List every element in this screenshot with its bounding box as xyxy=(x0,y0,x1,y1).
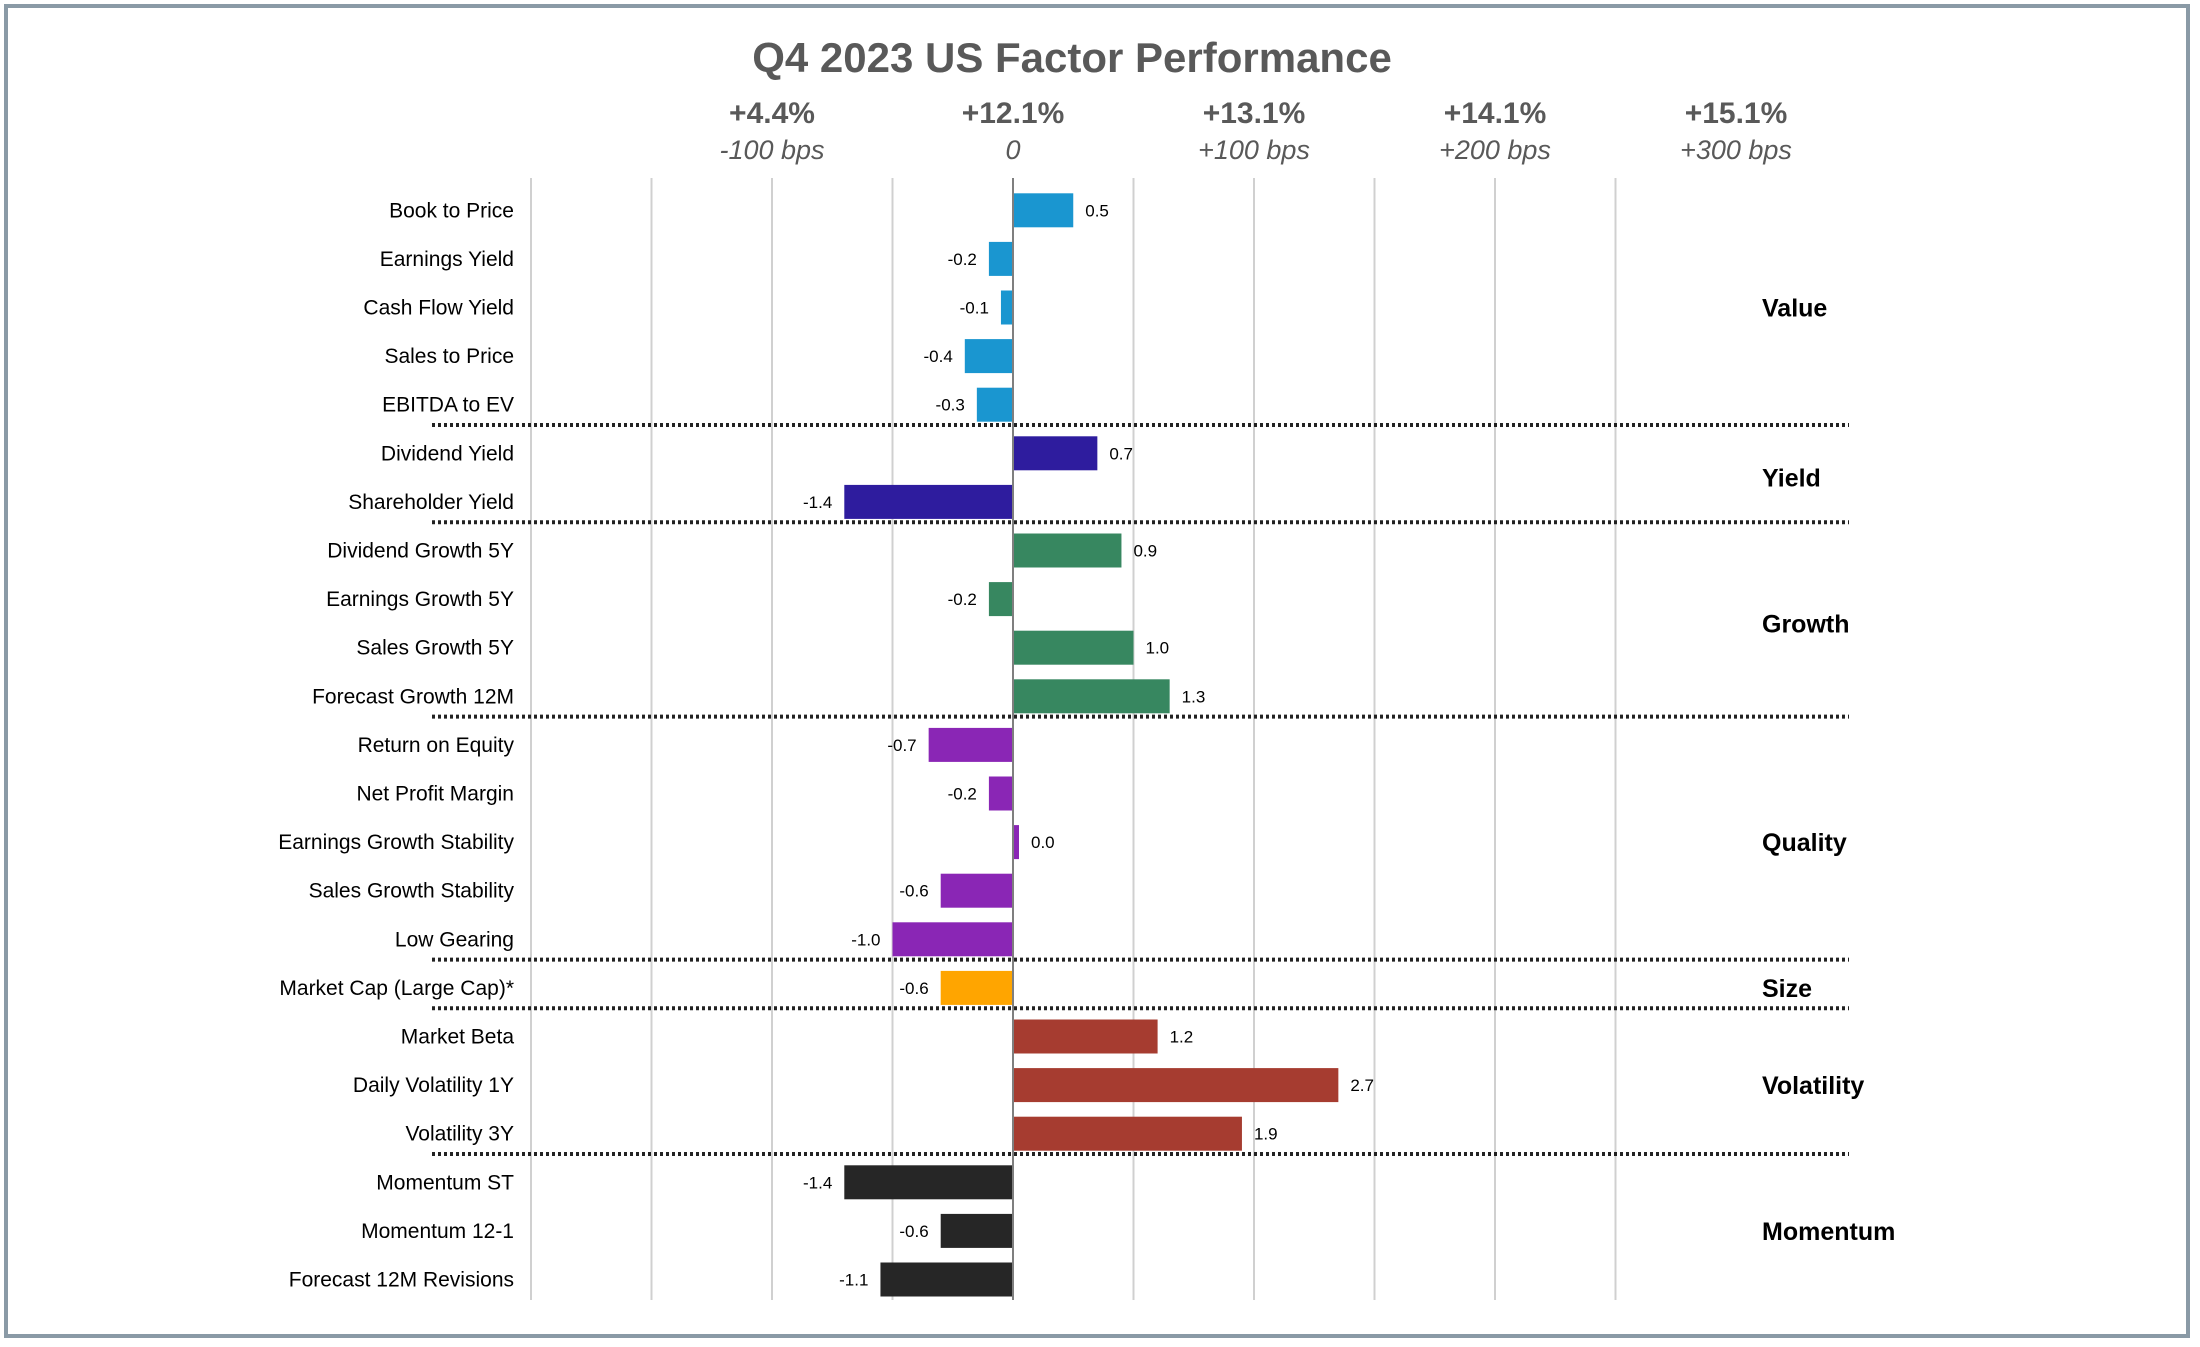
group-label: Size xyxy=(1762,975,1812,1003)
bar xyxy=(988,776,1013,811)
group-label: Volatility xyxy=(1762,1072,1864,1100)
category-label: Net Profit Margin xyxy=(356,783,514,806)
category-label: Daily Volatility 1Y xyxy=(353,1074,514,1097)
bar xyxy=(940,1213,1013,1248)
category-label: Earnings Yield xyxy=(380,248,514,271)
data-label: -0.6 xyxy=(899,1222,928,1241)
tick-sublabel: +200 bps xyxy=(1439,135,1551,165)
category-label: Sales Growth 5Y xyxy=(356,637,514,660)
data-label: 1.0 xyxy=(1146,639,1170,658)
category-label: Dividend Growth 5Y xyxy=(327,540,514,563)
bar xyxy=(1000,290,1013,325)
tick-label: +13.1% xyxy=(1203,97,1306,130)
group-label: Yield xyxy=(1762,465,1821,493)
group-label: Quality xyxy=(1762,829,1847,857)
category-label: EBITDA to EV xyxy=(382,394,514,417)
category-label: Market Cap (Large Cap)* xyxy=(279,977,514,1000)
bar xyxy=(1013,436,1098,471)
bar xyxy=(1013,679,1170,714)
bar xyxy=(1013,533,1122,568)
bar xyxy=(1013,825,1019,860)
data-label: -1.0 xyxy=(851,930,880,949)
tick-labels: +4.4% -100 bps +12.1% 0 +13.1% +100 bps +14.1%… xyxy=(719,97,1791,165)
chart-title: Q4 2023 US Factor Performance xyxy=(752,34,1392,81)
category-label: Return on Equity xyxy=(358,734,515,757)
bar xyxy=(892,922,1013,957)
data-label: -0.2 xyxy=(948,250,977,269)
tick-label: +15.1% xyxy=(1685,97,1788,130)
data-label: -0.2 xyxy=(948,785,977,804)
bar xyxy=(880,1262,1013,1297)
data-label: 1.3 xyxy=(1182,687,1206,706)
category-label: Momentum ST xyxy=(376,1171,514,1194)
bar xyxy=(940,970,1013,1005)
category-label: Low Gearing xyxy=(395,928,514,951)
data-label: -0.2 xyxy=(948,590,977,609)
bar xyxy=(988,241,1013,276)
tick-sublabel: 0 xyxy=(1005,135,1020,165)
data-label: 0.0 xyxy=(1031,833,1055,852)
group-label: Growth xyxy=(1762,610,1850,638)
bar xyxy=(1013,1019,1158,1054)
chart-frame xyxy=(4,4,2190,1338)
data-label: -0.4 xyxy=(924,347,953,366)
bar xyxy=(1013,193,1074,228)
bar xyxy=(844,1165,1013,1200)
bar xyxy=(1013,1116,1242,1151)
bar xyxy=(964,339,1013,374)
data-label: -0.6 xyxy=(899,979,928,998)
category-label: Earnings Growth Stability xyxy=(278,831,514,854)
category-label: Forecast Growth 12M xyxy=(312,685,514,708)
bar xyxy=(1013,630,1134,665)
tick-sublabel: +100 bps xyxy=(1198,135,1310,165)
bar xyxy=(988,582,1013,617)
bar xyxy=(928,727,1013,762)
category-label: Earnings Growth 5Y xyxy=(326,588,514,611)
tick-label: +14.1% xyxy=(1444,97,1547,130)
group-separators xyxy=(432,423,1849,1156)
category-label: Forecast 12M Revisions xyxy=(289,1269,514,1292)
bar xyxy=(1013,1068,1339,1103)
tick-label: +12.1% xyxy=(962,97,1065,130)
category-label: Sales Growth Stability xyxy=(309,880,515,903)
data-label: -1.4 xyxy=(803,1173,832,1192)
data-label: 0.9 xyxy=(1133,542,1157,561)
group-label: Value xyxy=(1762,295,1827,323)
data-label: 0.5 xyxy=(1085,201,1109,220)
group-label: Momentum xyxy=(1762,1218,1895,1246)
category-label: Cash Flow Yield xyxy=(363,297,514,320)
data-label: -1.4 xyxy=(803,493,832,512)
category-label: Shareholder Yield xyxy=(348,491,514,514)
data-label: -0.7 xyxy=(887,736,916,755)
tick-label: +4.4% xyxy=(729,97,815,130)
bar xyxy=(976,387,1013,422)
bar xyxy=(940,873,1013,908)
tick-sublabel: -100 bps xyxy=(719,135,824,165)
data-label: -0.3 xyxy=(936,396,965,415)
data-label: 1.9 xyxy=(1254,1125,1278,1144)
data-label: -0.6 xyxy=(899,882,928,901)
bars: Book to Price 0.5 Earnings Yield -0.2 Cash F… xyxy=(278,193,1895,1297)
data-label: 2.7 xyxy=(1350,1076,1374,1095)
category-label: Book to Price xyxy=(389,199,514,222)
category-label: Momentum 12-1 xyxy=(361,1220,514,1243)
category-label: Market Beta xyxy=(401,1026,515,1049)
data-label: 1.2 xyxy=(1170,1028,1194,1047)
category-label: Dividend Yield xyxy=(381,442,514,465)
data-label: -0.1 xyxy=(960,299,989,318)
tick-sublabel: +300 bps xyxy=(1680,135,1792,165)
data-label: 0.7 xyxy=(1109,444,1133,463)
category-label: Sales to Price xyxy=(384,345,514,368)
grid-layer xyxy=(530,178,1617,1300)
data-label: -1.1 xyxy=(839,1271,868,1290)
category-label: Volatility 3Y xyxy=(405,1123,514,1146)
bar xyxy=(844,484,1013,519)
